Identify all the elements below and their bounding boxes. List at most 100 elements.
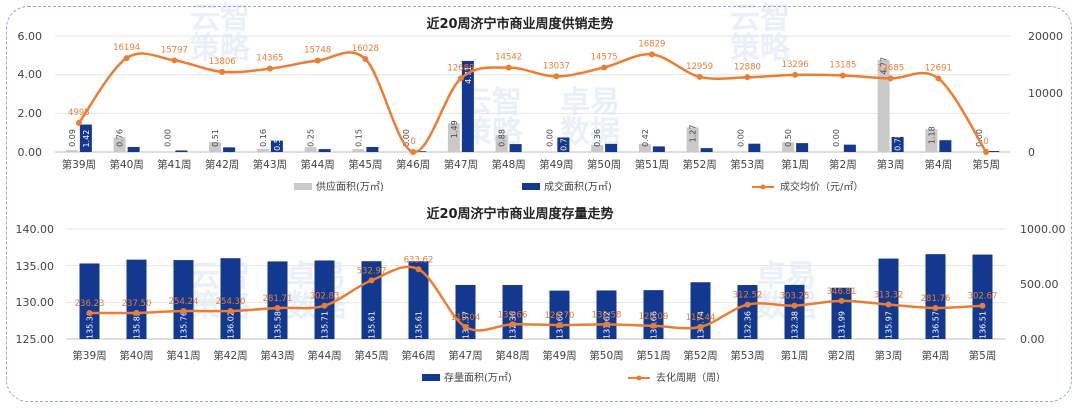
stock-bar bbox=[314, 260, 335, 339]
supply-bar bbox=[256, 148, 269, 152]
chart1-x-tick: 第49周 bbox=[539, 158, 573, 171]
supply-bar-label: 0.00 bbox=[545, 129, 554, 147]
deal-bar bbox=[414, 151, 427, 152]
supply-bar-label: 1.49 bbox=[450, 120, 459, 138]
cycle-point bbox=[321, 302, 328, 309]
deal-bar-label: 0.75 bbox=[559, 133, 568, 151]
supply-bar bbox=[447, 123, 460, 152]
chart1-x-tick: 第5周 bbox=[972, 158, 1000, 171]
deal-bar bbox=[700, 148, 713, 152]
stock-bar bbox=[220, 258, 241, 339]
stock-bar-label: 135.71 bbox=[321, 311, 330, 339]
chart1-x-tick: 第43周 bbox=[253, 158, 287, 171]
supply-bar-label: 0.00 bbox=[736, 129, 745, 147]
chart1-x-tick: 第3周 bbox=[877, 158, 905, 171]
deal-bar bbox=[987, 151, 1000, 152]
supply-bar bbox=[925, 129, 938, 152]
price-label: 14542 bbox=[495, 53, 522, 63]
stock-bar bbox=[596, 290, 617, 339]
chart2-x-tick: 第3周 bbox=[875, 349, 903, 362]
price-point bbox=[696, 73, 703, 80]
price-label: 16194 bbox=[113, 43, 140, 53]
cycle-point bbox=[650, 322, 657, 329]
chart1-y-left-tick: 4.00 bbox=[18, 68, 43, 81]
watermark-data: 卓易数据 bbox=[560, 85, 620, 150]
price-label: 12691 bbox=[925, 63, 952, 73]
cycle-label: 133.66 bbox=[498, 310, 528, 320]
supply-bar bbox=[304, 147, 317, 152]
price-label: 16028 bbox=[352, 44, 379, 54]
stock-bar-label: 132.36 bbox=[744, 311, 753, 339]
chart1-y-right-tick: 10000 bbox=[1028, 87, 1063, 100]
chart1-y-right-tick: 0 bbox=[1028, 146, 1035, 159]
deal-bar bbox=[366, 146, 379, 152]
cycle-label: 110.04 bbox=[451, 313, 481, 323]
price-point bbox=[314, 57, 321, 64]
stock-bar-label: 136.02 bbox=[227, 311, 236, 339]
chart2-x-tick: 第53周 bbox=[730, 349, 764, 362]
price-label: 13185 bbox=[829, 61, 856, 71]
price-label: 0 bbox=[983, 137, 988, 147]
supply-bar bbox=[209, 142, 222, 152]
price-point bbox=[410, 149, 417, 155]
supply-bar-label: 0.36 bbox=[593, 129, 602, 147]
deal-bar bbox=[843, 144, 856, 152]
cycle-point bbox=[86, 310, 93, 317]
chart1-x-tick: 第40周 bbox=[109, 158, 143, 171]
stock-bar-label: 132.38 bbox=[791, 311, 800, 339]
cycle-point bbox=[415, 266, 422, 273]
legend-swatch-deal bbox=[522, 183, 540, 190]
supply-bar-label: 0.15 bbox=[354, 129, 363, 147]
chart1-x-tick: 第52周 bbox=[682, 158, 716, 171]
supply-bar bbox=[782, 142, 795, 152]
chart2-y-right-tick: 1000.00 bbox=[1020, 223, 1066, 236]
supply-bar-label: 0.88 bbox=[498, 129, 507, 147]
price-label: 4998 bbox=[68, 108, 90, 118]
chart2-x-tick: 第5周 bbox=[969, 349, 997, 362]
price-point bbox=[553, 73, 560, 80]
stock-bar bbox=[126, 259, 147, 339]
supply-bar-label: 0.00 bbox=[975, 129, 984, 147]
price-point bbox=[171, 57, 178, 64]
supply-bar-label: 1.18 bbox=[927, 126, 936, 144]
stock-bar-label: 135.30 bbox=[86, 311, 95, 339]
chart2-x-tick: 第50周 bbox=[589, 349, 623, 362]
chart2-x-tick: 第1周 bbox=[781, 349, 809, 362]
chart2-y-left-tick: 130.00 bbox=[16, 296, 55, 309]
price-label: 16829 bbox=[638, 39, 665, 49]
cycle-point bbox=[509, 321, 516, 328]
price-label: 13037 bbox=[543, 61, 570, 71]
cycle-label: 281.76 bbox=[921, 294, 951, 304]
chart1-x-tick: 第51周 bbox=[635, 158, 669, 171]
cycle-point bbox=[603, 321, 610, 328]
chart2-y-left-tick: 125.00 bbox=[16, 333, 55, 346]
cycle-point bbox=[744, 301, 751, 308]
chart2-x-tick: 第46周 bbox=[401, 349, 435, 362]
price-point bbox=[505, 64, 512, 71]
cycle-point bbox=[462, 323, 469, 330]
price-point bbox=[744, 74, 751, 81]
cycle-point bbox=[133, 309, 140, 316]
deal-bar-label: 1.42 bbox=[82, 130, 91, 148]
supply-bar bbox=[65, 150, 78, 152]
price-point bbox=[75, 120, 82, 127]
price-point bbox=[219, 68, 226, 75]
chart1-x-tick: 第50周 bbox=[587, 158, 621, 171]
chart1-x-tick: 第47周 bbox=[444, 158, 478, 171]
chart1-x-tick: 第2周 bbox=[829, 158, 857, 171]
stock-bar-label: 135.82 bbox=[133, 311, 142, 339]
chart1-plot: 第39周 0.09 1.42 第40周 0.76 第41周 0.00 第42周 0.51 第43周… bbox=[55, 35, 1010, 171]
supply-bar bbox=[877, 59, 890, 152]
legend-label-stock: 存量面积(万㎡) bbox=[444, 371, 512, 384]
cycle-label: 236.23 bbox=[75, 299, 105, 309]
price-point bbox=[887, 75, 894, 82]
watermark-brand: 云智 策略 bbox=[730, 1, 790, 66]
stock-bar bbox=[455, 284, 476, 339]
chart1-y-left-tick: 6.00 bbox=[18, 30, 43, 43]
chart1-y-left-tick: 0.00 bbox=[18, 146, 43, 159]
chart1-x-tick: 第39周 bbox=[62, 158, 96, 171]
price-label: 0 bbox=[410, 137, 415, 147]
price-point bbox=[935, 75, 942, 82]
price-label: 12959 bbox=[686, 62, 713, 72]
chart1-x-tick: 第46周 bbox=[396, 158, 430, 171]
